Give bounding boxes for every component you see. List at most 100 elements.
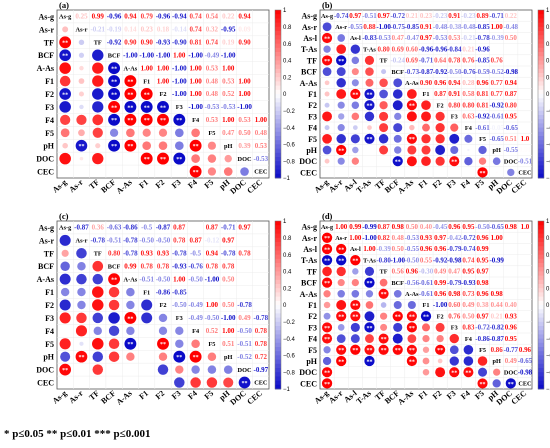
coefficient-label: 0.96 [476, 79, 489, 87]
coefficient-label: -0.39 [489, 34, 504, 42]
correlation-circle [336, 67, 346, 77]
diagonal-label: DOC [238, 367, 252, 374]
correlation-circle [75, 350, 88, 363]
coefficient-label: -0.95 [221, 26, 236, 34]
coefficient-label: 0.94 [124, 13, 137, 21]
significance-star: ** [160, 342, 166, 348]
correlation-circle [351, 56, 360, 65]
colorbar-segment [538, 26, 544, 32]
significance-star: ** [176, 157, 182, 163]
coefficient-label: -0.55 [405, 245, 420, 253]
coefficient-label: -0.61 [419, 279, 434, 287]
correlation-circle [422, 346, 430, 353]
coefficient-label: -0.48 [504, 23, 519, 31]
correlation-circle [435, 156, 445, 166]
column-label: F3 [170, 389, 183, 402]
correlation-circle [59, 312, 71, 324]
coefficient-label: 1.00 [189, 77, 202, 85]
correlation-circle [321, 32, 333, 44]
coefficient-label: -0.78 [123, 250, 138, 258]
significance-star: ** [480, 171, 486, 177]
correlation-circle [78, 129, 85, 137]
column-label: F3 [445, 178, 458, 191]
colorbar-segment [275, 106, 281, 112]
colorbar-segment [275, 123, 281, 128]
coefficient-label: 0.48 [392, 234, 405, 242]
colorbar-tick: 0.8 [283, 236, 292, 242]
significance-star: ** [62, 41, 68, 47]
column-label: BCF [99, 178, 117, 195]
coefficient-label: -0.48 [433, 23, 448, 31]
coefficient-label: -0.51 [237, 340, 252, 348]
significance-star: ** [324, 247, 330, 253]
coefficient-label: -1.00 [362, 234, 377, 242]
significance-star: ** [176, 355, 182, 361]
row-label: pH [306, 146, 317, 155]
coefficient-label: 0.01 [519, 146, 532, 154]
significance-star: ** [144, 157, 150, 163]
significance-star: ** [338, 359, 344, 365]
correlation-circle [393, 78, 403, 88]
coefficient-label: 0.52 [206, 327, 219, 335]
significance-star: ** [465, 371, 471, 377]
coefficient-label: 0.96 [434, 245, 447, 253]
significance-star: ** [111, 105, 117, 111]
coefficient-label: -0.85 [475, 57, 490, 65]
coefficient-label: -0.77 [504, 346, 519, 354]
coefficient-label: -0.50 [188, 275, 203, 283]
colorbar-segment [538, 35, 544, 40]
coefficient-label: -0.78 [172, 250, 187, 258]
colorbar-segment [538, 246, 544, 251]
coefficient-label: -0.45 [433, 223, 448, 231]
correlation-circle [126, 287, 135, 297]
colorbar-segment [538, 363, 544, 369]
diagonal-label: F4 [192, 328, 200, 335]
coefficient-label: 0.47 [392, 34, 405, 42]
correlation-circle [92, 127, 103, 138]
colorbar-tick: −0.6 [546, 143, 550, 149]
column-label: F1 [417, 389, 430, 402]
significance-star: ** [62, 92, 68, 98]
colorbar-segment [275, 250, 281, 255]
coefficient-label: 0.48 [206, 90, 219, 98]
coefficient-label: -1.00 [188, 51, 203, 59]
coefficient-label: -0.71 [419, 57, 434, 65]
coefficient-label: 0.28 [462, 79, 475, 87]
column-label: F4 [459, 389, 472, 402]
coefficient-label: 0.89 [476, 12, 489, 20]
column-label: T-As [355, 178, 373, 195]
correlation-circle [336, 311, 347, 322]
colorbar-segment [538, 14, 544, 19]
coefficient-label: 0.78 [238, 250, 251, 258]
colorbar-segment [275, 60, 281, 65]
significance-star: ** [111, 92, 117, 98]
coefficient-label: -0.61 [489, 113, 504, 121]
correlation-circle [449, 156, 460, 167]
correlation-circle [322, 145, 332, 155]
correlation-circle [338, 113, 345, 120]
diagonal-label: CEC [254, 380, 268, 387]
correlation-circle [174, 377, 185, 388]
coefficient-label: -0.55 [504, 146, 519, 154]
colorbar-segment [538, 68, 544, 74]
colorbar-segment [538, 52, 544, 57]
correlation-circle [406, 156, 417, 167]
colorbar-segment [538, 89, 544, 95]
diagonal-label: As-g [59, 225, 72, 232]
coefficient-label: 0.48 [255, 129, 268, 137]
significance-star: ** [144, 105, 150, 111]
coefficient-label: -0.78 [90, 237, 105, 245]
row-label: DOC [299, 157, 317, 166]
coefficient-label: -0.52 [489, 68, 504, 76]
coefficient-label: 0.77 [491, 79, 504, 87]
correlation-circle [421, 145, 431, 155]
coefficient-label: -0.72 [461, 234, 476, 242]
coefficient-label: -0.52 [237, 353, 252, 361]
colorbar-tick: −1 [283, 176, 291, 182]
coefficient-label: -0.86 [475, 335, 490, 343]
colorbar-segment [275, 288, 281, 293]
coefficient-label: 0.95 [476, 256, 489, 264]
colorbar-tick: 0 [283, 92, 287, 98]
correlation-circle [60, 128, 70, 138]
row-label: As-r [39, 25, 55, 34]
